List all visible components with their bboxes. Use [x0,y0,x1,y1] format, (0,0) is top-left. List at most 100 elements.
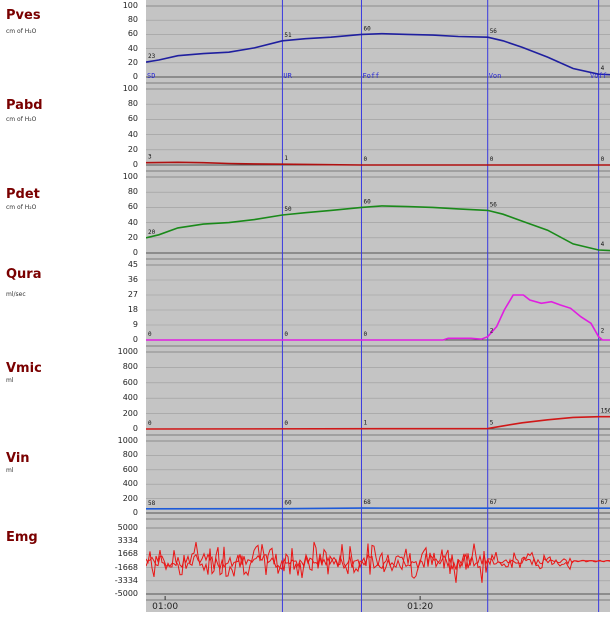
event-value-label: 0 [490,156,494,163]
y-tick-label: 0 [132,424,138,433]
channel-name-pves: Pves [6,8,41,23]
y-tick-label: 0 [132,72,138,81]
event-value-label: 0 [284,331,288,338]
event-value-label: 50 [284,206,292,213]
y-tick-label: 400 [122,393,138,403]
channel-label-panel: Pves cm of H₂O 100 80 60 40 20 0 Pabd cm of H₂O 10… [0,0,146,621]
event-value-label: 60 [284,500,292,507]
channel-unit-pabd: cm of H₂O [6,116,37,123]
y-tick-label: 1000 [117,347,138,356]
event-label-ur: UR [283,72,292,80]
y-tick-label: 9 [132,320,138,329]
event-value-label: 3 [148,154,152,161]
y-tick-label: 100 [122,1,138,10]
channel-unit-pdet: cm of H₂O [6,204,37,211]
event-value-label: 56 [490,201,498,208]
event-value-label: 23 [148,53,156,60]
y-tick-label: 400 [122,479,138,489]
event-value-label: 4 [601,241,605,248]
event-value-label: 0 [284,420,288,427]
channel-unit-vmic: ml [6,377,14,384]
event-value-label: 1 [284,155,288,162]
y-tick-label: 80 [127,15,138,25]
trace-emg [146,541,610,583]
trace-pves [146,32,610,76]
y-tick-label: 200 [122,408,138,418]
y-tick-label: 5000 [117,523,138,532]
y-tick-label: 80 [127,187,138,197]
y-tick-label: 0 [132,508,138,517]
y-tick-label: 200 [122,493,138,503]
y-tick-label: 60 [127,29,138,39]
y-tick-label: 20 [127,57,138,67]
y-tick-label: 36 [127,275,138,284]
x-tick-label: 01:20 [407,602,433,612]
y-tick-label: 100 [122,172,138,181]
event-value-label: 4 [601,65,605,72]
event-value-label: 51 [284,32,292,39]
channel-name-qura: Qura [6,267,42,282]
event-value-label: 56 [490,28,498,35]
y-tick-label: 20 [127,232,138,242]
trace-pabd [146,161,610,166]
x-tick-label: 01:00 [152,602,178,612]
y-tick-label: -3334 [114,575,138,585]
y-tick-label: 0 [132,248,138,257]
event-value-label: 2 [601,328,605,335]
event-value-label: 156 [601,408,610,415]
trace-qura [146,294,610,341]
y-tick-label: 3334 [117,536,138,546]
event-value-label: 2 [490,328,494,335]
y-tick-label: 60 [127,114,138,124]
event-label-foff: Foff [362,72,379,80]
y-tick-label: 45 [127,260,138,269]
event-value-label: 0 [363,331,367,338]
y-tick-label: 27 [127,290,138,299]
plot-background [146,0,610,612]
event-value-label: 20 [148,229,156,236]
channel-name-vmic: Vmic [6,361,42,376]
event-value-label: 0 [363,156,367,163]
y-tick-label: -1668 [114,562,138,572]
event-label-sd: SD [147,72,155,80]
y-tick-label: 40 [127,129,138,139]
y-tick-label: 1668 [117,549,138,559]
event-value-label: 67 [490,499,498,506]
event-value-label: 1 [363,420,367,427]
y-tick-label: 800 [122,362,138,372]
y-tick-label: 800 [122,450,138,460]
channel-name-vin: Vin [6,451,30,466]
trace-emg-secondary [146,552,610,571]
channel-unit-pves: cm of H₂O [6,28,37,35]
event-value-label: 67 [601,499,609,506]
channel-unit-qura: ml/sec [6,291,26,298]
y-tick-label: 40 [127,217,138,227]
event-value-label: 0 [601,156,605,163]
y-tick-label: 40 [127,43,138,53]
y-tick-label: 60 [127,202,138,212]
channel-name-emg: Emg [6,530,38,545]
y-tick-label: 600 [122,377,138,387]
event-value-label: 58 [148,500,156,507]
trace-pdet [146,205,610,252]
event-value-label: 0 [148,331,152,338]
y-tick-label: 20 [127,144,138,154]
y-tick-label: 100 [122,84,138,93]
event-value-label: 60 [363,25,371,32]
y-tick-label: -5000 [114,589,138,598]
y-tick-label: 0 [132,335,138,344]
y-tick-label: 1000 [117,436,138,445]
event-value-label: 0 [148,420,152,427]
y-tick-label: 0 [132,160,138,169]
event-value-label: 68 [363,499,371,506]
y-tick-label: 80 [127,99,138,109]
trace-vmic [146,415,610,430]
channel-name-pdet: Pdet [6,187,40,202]
trace-vin [146,507,610,510]
channel-name-pabd: Pabd [6,98,43,113]
channel-unit-vin: ml [6,467,14,474]
event-value-label: 5 [490,420,494,427]
event-label-voff: Voff [590,72,607,80]
event-label-von: Von [489,72,502,80]
